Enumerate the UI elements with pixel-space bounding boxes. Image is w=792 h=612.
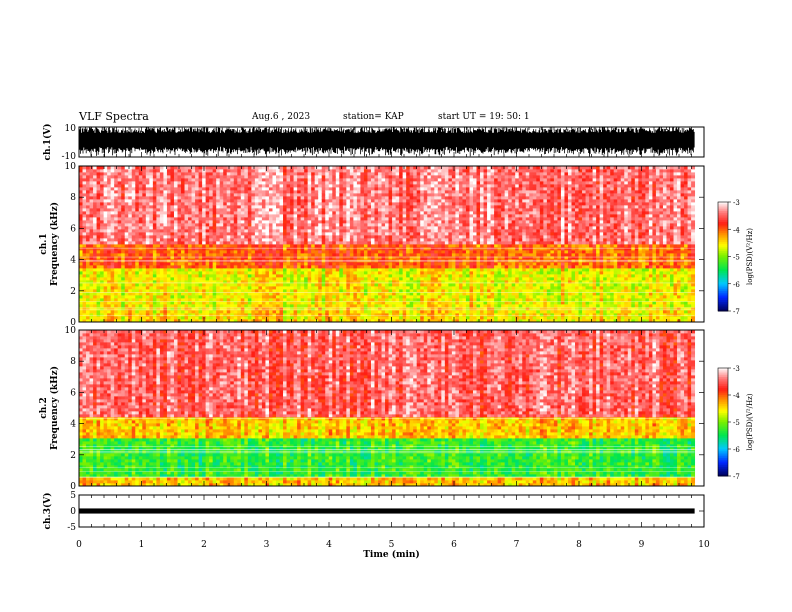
colorbar-label: log(PSD)(V²/Hz) xyxy=(746,228,754,285)
colorbar-tick-label: -4 xyxy=(733,226,740,234)
x-axis-label: Time (min) xyxy=(363,549,420,560)
waveform-ch1 xyxy=(78,127,695,157)
ch1-spec-axis-label: Frequency (kHz) xyxy=(49,202,60,286)
y-tick-label: 2 xyxy=(70,451,76,461)
x-tick-label: 1 xyxy=(139,540,145,550)
station-label: station= KAP xyxy=(343,112,404,122)
colorbar-tick-label: -3 xyxy=(733,365,740,373)
colorbar-tick-label: -6 xyxy=(733,281,740,289)
colorbar-tick-label: -5 xyxy=(733,419,740,427)
y-tick-label: 6 xyxy=(70,224,76,234)
y-tick-label: 0 xyxy=(70,482,76,492)
waveform-ch3 xyxy=(79,508,695,514)
x-tick-label: 3 xyxy=(264,540,270,550)
date-label: Aug.6 , 2023 xyxy=(252,112,311,122)
colorbar-1 xyxy=(718,202,728,312)
ch3-axis-label: ch.3(V) xyxy=(42,493,53,530)
colorbar-tick-label: -6 xyxy=(733,446,740,454)
start-time-label: start UT = 19: 50: 1 xyxy=(438,112,530,122)
spectrogram-ch1 xyxy=(79,166,696,323)
ch1-axis-label: ch.1(V) xyxy=(42,124,53,161)
colorbar-label: log(PSD)(V²/Hz) xyxy=(746,393,754,450)
x-tick-label: 4 xyxy=(326,540,332,550)
x-tick-label: 0 xyxy=(76,540,82,550)
y-tick-label: 10 xyxy=(65,162,77,172)
y-tick-label: 4 xyxy=(70,256,76,266)
y-tick-label: 10 xyxy=(65,326,77,336)
ch2-spec-axis-label: Frequency (kHz) xyxy=(49,366,60,450)
chart-title: VLF Spectra xyxy=(79,110,149,123)
y-tick-label: 6 xyxy=(70,388,76,398)
colorbar-tick-label: -7 xyxy=(733,308,740,316)
x-tick-label: 6 xyxy=(451,540,457,550)
y-tick-label: 0 xyxy=(70,507,76,517)
colorbar-tick-label: -7 xyxy=(733,473,740,481)
y-tick-label: 4 xyxy=(70,420,76,430)
colorbar-tick-label: -4 xyxy=(733,392,740,400)
x-tick-label: 9 xyxy=(639,540,645,550)
x-tick-label: 5 xyxy=(389,540,395,550)
ch1-spec-axis-label-top: ch.1 xyxy=(39,233,49,254)
y-tick-label: -10 xyxy=(62,152,77,162)
y-tick-label: 0 xyxy=(70,318,76,328)
y-tick-label: 5 xyxy=(70,491,76,501)
ch2-spec-axis-label-top: ch.2 xyxy=(39,397,49,418)
colorbar-tick-label: -3 xyxy=(733,199,740,207)
x-tick-label: 7 xyxy=(514,540,520,550)
colorbar-tick-label: -5 xyxy=(733,254,740,262)
y-tick-label: -5 xyxy=(67,523,76,533)
y-tick-label: 8 xyxy=(70,193,76,203)
x-tick-label: 10 xyxy=(698,540,710,550)
x-tick-label: 2 xyxy=(201,540,207,550)
y-tick-label: 10 xyxy=(65,124,77,134)
y-tick-label: 2 xyxy=(70,287,76,297)
y-tick-label: 8 xyxy=(70,357,76,367)
x-tick-label: 8 xyxy=(576,540,582,550)
colorbar-2 xyxy=(718,368,728,477)
spectrogram-ch2 xyxy=(79,330,696,487)
